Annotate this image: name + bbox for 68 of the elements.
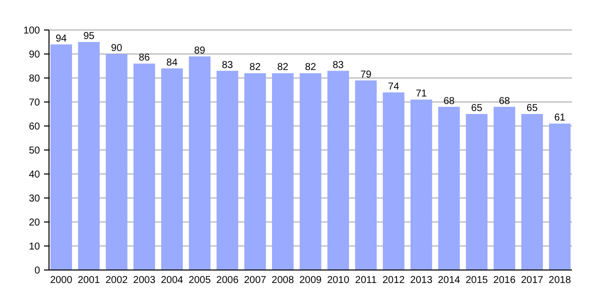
y-tick-label: 40 — [28, 170, 40, 180]
data-label: 83 — [332, 60, 344, 71]
bar — [327, 70, 350, 270]
bar — [438, 106, 460, 270]
data-label: 65 — [526, 103, 538, 114]
x-tick-label: 2003 — [133, 275, 156, 286]
bar — [410, 100, 432, 270]
x-tick-label: 2001 — [78, 275, 100, 286]
y-tick-label: 60 — [28, 122, 40, 132]
data-label: 95 — [83, 31, 95, 42]
bar — [133, 64, 156, 270]
data-label: 79 — [360, 69, 372, 80]
data-label: 89 — [194, 45, 206, 56]
x-tick-label: 2012 — [382, 275, 406, 286]
x-tick-label: 2006 — [216, 275, 239, 286]
y-tick-label: 0 — [34, 266, 40, 276]
y-tick-label: 100 — [23, 26, 40, 36]
x-tick-label: 2011 — [355, 275, 378, 286]
x-tick-label: 2002 — [105, 275, 128, 286]
bar — [188, 56, 210, 270]
data-label: 83 — [222, 60, 234, 71]
data-label: 74 — [388, 81, 400, 92]
bar — [300, 73, 322, 270]
bar — [50, 44, 72, 270]
y-tick-label: 80 — [28, 74, 40, 84]
bar — [78, 42, 100, 270]
bar — [106, 54, 128, 270]
bar — [216, 70, 238, 270]
bar — [549, 124, 571, 270]
data-label: 94 — [56, 33, 68, 44]
data-label: 82 — [304, 62, 316, 74]
x-tick-label: 2000 — [50, 275, 73, 286]
x-tick-label: 2016 — [493, 275, 516, 286]
x-tick-label: 2009 — [299, 275, 322, 286]
bar — [466, 114, 488, 270]
x-tick-label: 2005 — [188, 275, 212, 286]
data-label: 86 — [138, 52, 150, 64]
data-label: 68 — [498, 96, 510, 107]
bar — [244, 73, 266, 270]
bar — [161, 68, 183, 270]
data-label: 68 — [443, 96, 456, 107]
x-tick-label: 2007 — [244, 275, 267, 286]
x-tick-label: 2017 — [520, 275, 544, 286]
data-label: 71 — [416, 88, 428, 100]
data-label: 61 — [554, 112, 566, 124]
y-tick-label: 20 — [28, 218, 40, 228]
x-tick-label: 2013 — [410, 275, 433, 286]
y-tick-label: 10 — [28, 242, 40, 252]
bar — [521, 114, 543, 270]
bar — [272, 73, 294, 270]
bar — [355, 80, 377, 270]
data-label: 82 — [277, 62, 289, 74]
y-tick-label: 90 — [28, 50, 40, 60]
data-label: 90 — [111, 43, 123, 54]
y-tick-label: 50 — [28, 146, 40, 156]
x-tick-label: 2008 — [272, 275, 294, 286]
x-tick-label: 2018 — [548, 275, 572, 286]
bar — [382, 92, 404, 270]
x-tick-label: 2004 — [160, 275, 184, 286]
data-label: 65 — [471, 103, 483, 114]
y-tick-label: 30 — [28, 194, 40, 204]
bar — [494, 106, 516, 270]
y-tick-label: 70 — [28, 98, 40, 108]
data-label: 84 — [166, 57, 178, 68]
x-tick-label: 2010 — [327, 275, 350, 286]
x-tick-label: 2014 — [438, 275, 461, 286]
x-tick-label: 2015 — [466, 275, 488, 286]
data-label: 82 — [250, 62, 262, 74]
